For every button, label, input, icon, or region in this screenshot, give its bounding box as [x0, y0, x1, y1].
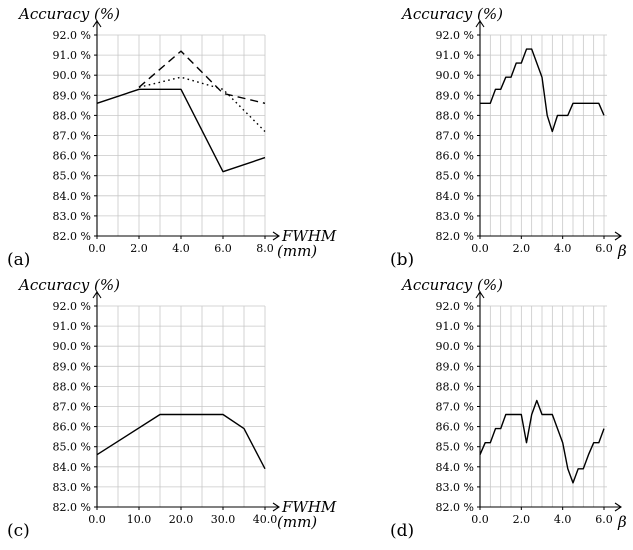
x-tick-label: 30.0 — [211, 513, 236, 526]
x-axis-arrow-icon — [614, 502, 622, 512]
chart-panel-c: 82.0 % 83.0 % 84.0 % 85.0 % 86.0 % 87.0 % 88.0… — [7, 276, 337, 541]
x-tick-label: 0.0 — [471, 513, 489, 526]
y-axis-arrow-icon — [92, 20, 102, 28]
x-axis-arrow-icon — [272, 502, 280, 512]
y-tick-label: 89.0 % — [436, 89, 474, 102]
series-line-solid — [479, 399, 605, 484]
y-axis-title: Accuracy (%) — [17, 276, 120, 294]
y-tick-label: 91.0 % — [53, 49, 91, 62]
x-tick-label: 4.0 — [554, 513, 572, 526]
y-tick-label: 83.0 % — [436, 481, 474, 494]
y-tick-label: 83.0 % — [53, 210, 91, 223]
panel-label: (b) — [390, 250, 414, 270]
x-tick-label: 20.0 — [169, 513, 194, 526]
y-tick-label: 85.0 % — [53, 170, 91, 183]
y-axis-arrow-icon — [92, 291, 102, 299]
x-tick-label: 40.0 — [253, 513, 278, 526]
x-tick-label: 6.0 — [595, 242, 613, 255]
y-tick-label: 84.0 % — [53, 461, 91, 474]
y-tick-label: 85.0 % — [436, 441, 474, 454]
y-tick-label: 87.0 % — [436, 130, 474, 143]
x-tick-label: 10.0 — [127, 513, 152, 526]
y-tick-label: 85.0 % — [436, 170, 474, 183]
x-axis-arrow-icon — [272, 231, 280, 241]
x-axis-unit: (mm) — [277, 513, 317, 531]
chart-panel-a: 82.0 % 83.0 % 84.0 % 85.0 % 86.0 % 87.0 % 88.0… — [7, 5, 337, 270]
x-tick-label: 2.0 — [513, 242, 531, 255]
series-line-solid — [480, 48, 605, 133]
y-tick-label: 84.0 % — [436, 461, 474, 474]
y-tick-label: 89.0 % — [53, 89, 91, 102]
y-axis-arrow-icon — [475, 20, 485, 28]
y-tick-label: 82.0 % — [53, 230, 91, 243]
y-tick-label: 89.0 % — [436, 360, 474, 373]
x-axis-title: FWHM — [281, 227, 337, 245]
y-axis-title: Accuracy (%) — [17, 5, 120, 23]
chart-panel-b: 82.0 % 83.0 % 84.0 % 85.0 % 86.0 % 87.0 % 88.0… — [390, 5, 627, 270]
x-tick-label: 6.0 — [595, 513, 613, 526]
y-tick-label: 92.0 % — [53, 300, 91, 313]
y-tick-label: 90.0 % — [53, 340, 91, 353]
y-tick-label: 84.0 % — [53, 190, 91, 203]
y-tick-label: 84.0 % — [436, 190, 474, 203]
y-tick-label: 91.0 % — [436, 320, 474, 333]
x-tick-label: 8.0 — [256, 242, 274, 255]
y-tick-label: 87.0 % — [436, 401, 474, 414]
y-tick-label: 88.0 % — [53, 109, 91, 122]
series-line-dashed — [138, 50, 266, 104]
y-tick-label: 88.0 % — [436, 380, 474, 393]
x-axis-arrow-icon — [614, 231, 622, 241]
y-tick-label: 82.0 % — [436, 230, 474, 243]
y-tick-label: 86.0 % — [436, 421, 474, 434]
x-axis-unit: (mm) — [277, 242, 317, 260]
y-tick-label: 90.0 % — [436, 69, 474, 82]
x-tick-label: 0.0 — [88, 242, 106, 255]
y-tick-label: 88.0 % — [436, 109, 474, 122]
x-tick-label: 4.0 — [172, 242, 190, 255]
series-line-solid — [96, 413, 266, 470]
y-axis-title: Accuracy (%) — [400, 5, 503, 23]
y-tick-label: 91.0 % — [53, 320, 91, 333]
x-axis-title: β — [617, 513, 627, 531]
series-line-solid — [96, 88, 266, 173]
y-tick-label: 82.0 % — [436, 501, 474, 514]
y-tick-label: 86.0 % — [53, 421, 91, 434]
y-tick-label: 88.0 % — [53, 380, 91, 393]
y-tick-label: 90.0 % — [436, 340, 474, 353]
y-tick-label: 87.0 % — [53, 130, 91, 143]
y-tick-label: 87.0 % — [53, 401, 91, 414]
x-tick-label: 4.0 — [554, 242, 572, 255]
y-tick-label: 83.0 % — [436, 210, 474, 223]
y-tick-label: 92.0 % — [436, 300, 474, 313]
series-line-dotted — [138, 76, 266, 132]
y-tick-label: 86.0 % — [436, 150, 474, 163]
y-tick-label: 92.0 % — [53, 29, 91, 42]
y-tick-label: 89.0 % — [53, 360, 91, 373]
chart-panel-d: 82.0 % 83.0 % 84.0 % 85.0 % 86.0 % 87.0 % 88.0… — [390, 276, 627, 541]
y-tick-label: 83.0 % — [53, 481, 91, 494]
x-tick-label: 0.0 — [471, 242, 489, 255]
panel-label: (c) — [7, 521, 30, 541]
y-tick-label: 85.0 % — [53, 441, 91, 454]
x-tick-label: 6.0 — [214, 242, 232, 255]
x-tick-label: 0.0 — [88, 513, 106, 526]
x-axis-title: FWHM — [281, 498, 337, 516]
y-tick-label: 82.0 % — [53, 501, 91, 514]
y-tick-label: 92.0 % — [436, 29, 474, 42]
y-tick-label: 90.0 % — [53, 69, 91, 82]
panel-label: (d) — [390, 521, 414, 541]
y-tick-label: 86.0 % — [53, 150, 91, 163]
panel-label: (a) — [7, 250, 30, 270]
x-tick-label: 2.0 — [513, 513, 531, 526]
x-tick-label: 2.0 — [130, 242, 148, 255]
y-axis-arrow-icon — [475, 291, 485, 299]
x-axis-title: β — [617, 242, 627, 260]
y-axis-title: Accuracy (%) — [400, 276, 503, 294]
y-tick-label: 91.0 % — [436, 49, 474, 62]
